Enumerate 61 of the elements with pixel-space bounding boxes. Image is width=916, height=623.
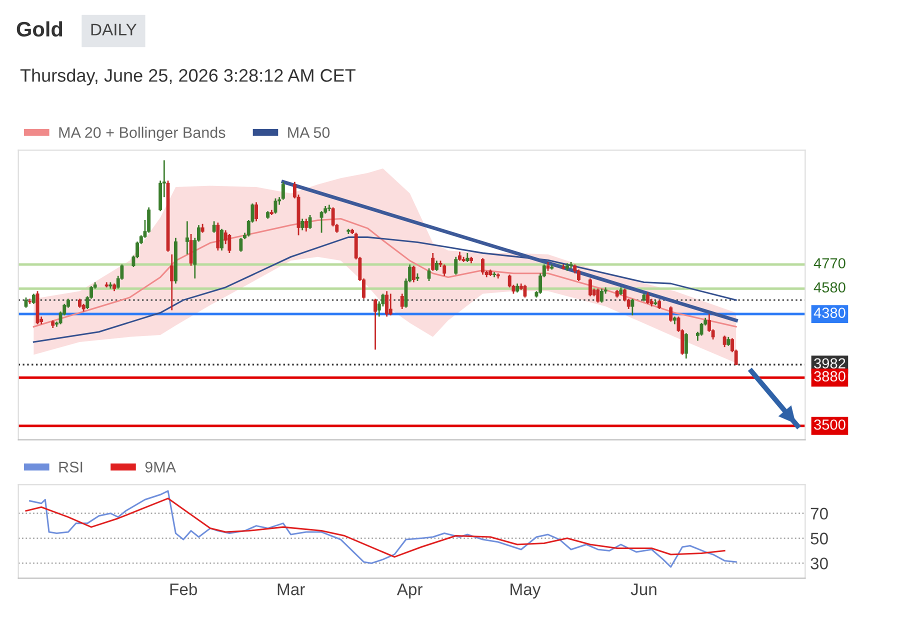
- candlestick: [722, 334, 726, 348]
- candlestick: [274, 198, 278, 214]
- candlestick: [374, 298, 377, 350]
- candlestick: [600, 288, 604, 304]
- candlestick: [431, 252, 435, 272]
- candlestick: [239, 237, 243, 252]
- line-series: [25, 498, 726, 558]
- ref-line-label: 3880: [814, 371, 846, 382]
- candlestick: [185, 220, 189, 256]
- candlestick: [308, 214, 312, 230]
- chart-title: Gold: [16, 21, 62, 37]
- candlestick: [434, 260, 438, 272]
- x-tick-label: May: [510, 584, 541, 599]
- candlestick: [220, 228, 224, 252]
- candlestick: [254, 202, 258, 222]
- candlestick: [646, 292, 650, 305]
- ref-line-label: 3982: [814, 358, 846, 369]
- candlestick: [412, 265, 416, 283]
- candlestick: [385, 290, 389, 318]
- legend-label: 9MA: [145, 462, 176, 473]
- candlestick: [32, 293, 36, 305]
- candlestick: [588, 278, 592, 297]
- candlestick: [481, 257, 484, 276]
- x-tick-label: Mar: [278, 584, 305, 596]
- candlestick: [523, 284, 527, 298]
- candlestick: [300, 218, 304, 231]
- candlestick: [320, 210, 324, 234]
- candlestick: [427, 268, 431, 282]
- ref-line-label: 4770: [814, 258, 846, 268]
- candlestick: [630, 298, 634, 316]
- legend-label: MA 50: [288, 127, 330, 138]
- candlestick: [216, 222, 220, 252]
- candlestick: [388, 293, 392, 316]
- candlestick: [189, 233, 193, 266]
- candlestick: [596, 288, 600, 304]
- candlestick: [442, 264, 446, 277]
- candlestick: [454, 256, 458, 276]
- x-tick-label: Feb: [170, 583, 198, 596]
- text: Thursday, June 25, 2026 3:28:12 AM CET: [20, 68, 356, 86]
- candlestick: [669, 306, 673, 322]
- ref-line-label: 4580: [814, 282, 846, 293]
- candlestick: [684, 332, 688, 360]
- ref-line-label: 4380: [814, 308, 846, 318]
- candlestick: [576, 268, 580, 282]
- candlestick: [700, 322, 704, 336]
- candlestick: [212, 220, 216, 234]
- chart-subtitle: DAILY: [91, 24, 137, 36]
- legend-label: MA 20 + Bollinger Bands: [59, 126, 226, 141]
- y-tick-label: 50: [810, 532, 828, 544]
- y-tick-label: 70: [810, 508, 828, 520]
- candlestick: [24, 296, 28, 308]
- candlestick: [228, 233, 232, 254]
- y-tick-label: 30: [810, 558, 828, 570]
- x-tick-label: Apr: [396, 584, 423, 599]
- ref-line-label: 3500: [814, 419, 846, 430]
- candlestick: [400, 293, 404, 310]
- candlestick: [170, 254, 174, 311]
- line-series: [29, 490, 737, 568]
- x-tick-label: Jun: [630, 584, 656, 596]
- candlestick: [304, 218, 308, 232]
- legend-label: RSI: [59, 462, 82, 473]
